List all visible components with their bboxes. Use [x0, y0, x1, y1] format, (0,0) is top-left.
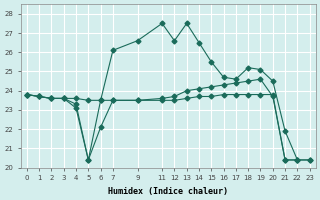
- X-axis label: Humidex (Indice chaleur): Humidex (Indice chaleur): [108, 187, 228, 196]
